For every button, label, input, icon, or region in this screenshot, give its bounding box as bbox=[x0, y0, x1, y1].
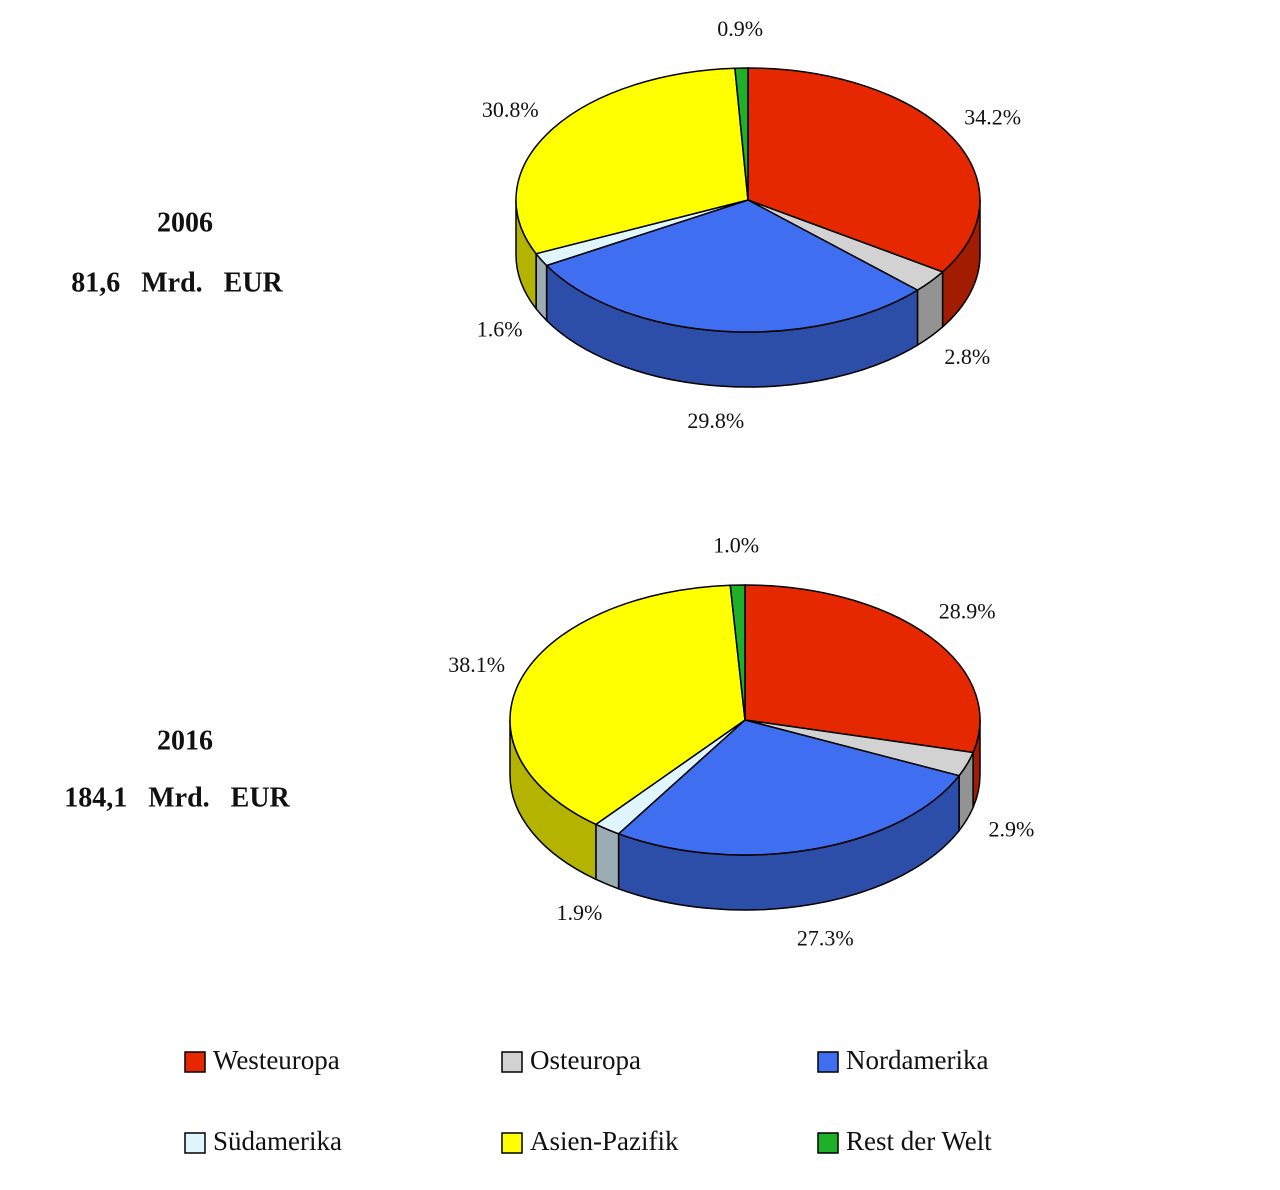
value-label: 30.8% bbox=[482, 97, 539, 122]
pie-title: 2006 bbox=[157, 207, 213, 238]
value-label: 0.9% bbox=[717, 16, 763, 41]
value-label: 38.1% bbox=[448, 652, 505, 677]
value-label: 27.3% bbox=[797, 926, 854, 951]
slice bbox=[617, 719, 961, 856]
legend-swatch bbox=[501, 1132, 523, 1154]
value-label: 1.0% bbox=[713, 532, 759, 557]
pie-title: 2016 bbox=[157, 725, 213, 756]
value-label: 34.2% bbox=[964, 104, 1021, 129]
legend-label: Osteuropa bbox=[530, 1045, 641, 1075]
legend-swatch bbox=[817, 1132, 839, 1154]
slice bbox=[734, 67, 749, 201]
pie-subtitle: 184,1 Mrd. EUR bbox=[64, 782, 290, 813]
slice bbox=[545, 199, 920, 333]
legend-label: Asien-Pazifik bbox=[530, 1126, 679, 1156]
slice bbox=[509, 584, 746, 826]
legend-label: Nordamerika bbox=[846, 1045, 988, 1075]
legend-label: Rest der Welt bbox=[846, 1126, 992, 1156]
legend-label: Südamerika bbox=[213, 1126, 342, 1156]
legend-swatch bbox=[184, 1132, 206, 1154]
value-label: 2.8% bbox=[944, 344, 990, 369]
slice bbox=[515, 67, 749, 255]
slice-side bbox=[595, 823, 620, 890]
value-label: 1.9% bbox=[556, 900, 602, 925]
value-label: 2.9% bbox=[988, 817, 1034, 842]
value-label: 28.9% bbox=[939, 599, 996, 624]
legend-swatch bbox=[184, 1051, 206, 1073]
slice bbox=[744, 584, 981, 754]
legend-label: Westeuropa bbox=[213, 1045, 340, 1075]
pie-subtitle: 81,6 Mrd. EUR bbox=[71, 267, 283, 298]
value-label: 29.8% bbox=[687, 408, 744, 433]
legend-swatch bbox=[817, 1051, 839, 1073]
slice bbox=[729, 584, 746, 721]
value-label: 1.6% bbox=[477, 316, 523, 341]
legend-swatch bbox=[501, 1051, 523, 1073]
